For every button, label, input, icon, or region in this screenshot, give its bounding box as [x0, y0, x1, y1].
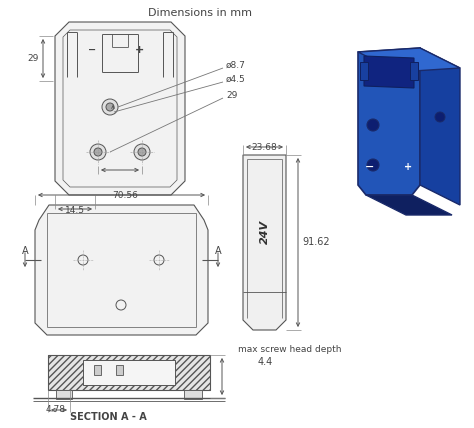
Text: 70.56: 70.56: [112, 191, 138, 200]
Bar: [56, 390, 72, 399]
Text: 23.68: 23.68: [252, 143, 277, 152]
Bar: [94, 365, 101, 375]
Text: 29: 29: [27, 54, 39, 62]
Polygon shape: [35, 205, 208, 335]
Polygon shape: [366, 195, 452, 215]
Bar: [410, 62, 418, 80]
Bar: [48, 355, 210, 390]
Text: SECTION A - A: SECTION A - A: [70, 412, 146, 422]
Circle shape: [94, 148, 102, 156]
Polygon shape: [420, 48, 460, 205]
Bar: [48, 355, 210, 390]
Text: 4.78: 4.78: [46, 405, 66, 414]
Circle shape: [367, 119, 379, 131]
Bar: [184, 390, 202, 399]
Bar: [83, 360, 175, 385]
Text: A: A: [22, 246, 28, 256]
Text: A: A: [215, 246, 221, 256]
Circle shape: [134, 144, 150, 160]
Text: 29: 29: [226, 90, 237, 99]
Polygon shape: [364, 56, 414, 88]
Text: Dimensions in mm: Dimensions in mm: [148, 8, 252, 18]
Circle shape: [435, 112, 445, 122]
Text: −: −: [88, 45, 96, 55]
Polygon shape: [55, 22, 185, 195]
Text: 4.4: 4.4: [257, 357, 273, 367]
Text: ø4.5: ø4.5: [226, 74, 246, 83]
Text: 24V: 24V: [259, 220, 270, 244]
Text: 14.5: 14.5: [65, 206, 85, 215]
Circle shape: [90, 144, 106, 160]
Circle shape: [367, 159, 379, 171]
Text: +: +: [404, 162, 412, 172]
Circle shape: [102, 99, 118, 115]
Text: max screw head depth: max screw head depth: [238, 345, 341, 354]
Text: −: −: [365, 162, 374, 172]
Text: 91.62: 91.62: [302, 237, 329, 247]
Bar: [360, 62, 368, 80]
Circle shape: [138, 148, 146, 156]
Polygon shape: [358, 48, 420, 195]
Circle shape: [106, 103, 114, 111]
Polygon shape: [358, 48, 460, 72]
Bar: [116, 365, 123, 375]
Text: +: +: [136, 45, 145, 55]
Polygon shape: [243, 155, 286, 330]
Text: ø8.7: ø8.7: [226, 60, 246, 69]
